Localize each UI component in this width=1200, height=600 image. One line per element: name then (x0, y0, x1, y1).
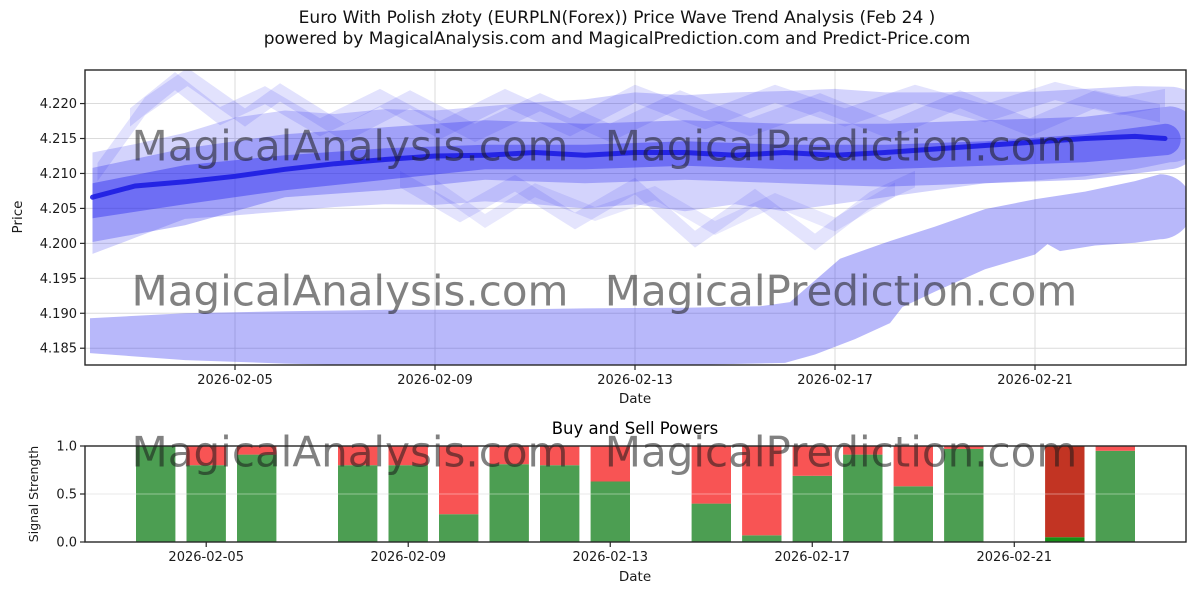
buy-bar-segment (338, 465, 378, 542)
sell-bar-segment (691, 446, 731, 504)
watermark-text: MagicalPrediction.com (605, 122, 1078, 171)
forecast-ribbon-lower (90, 174, 1186, 365)
x-tick-label: 2026-02-13 (572, 550, 648, 565)
y-tick-label: 4.215 (40, 132, 77, 147)
buy-bar-segment (1095, 450, 1135, 542)
y-tick-label: 0.0 (56, 536, 77, 551)
wave-zigzag-lower-1 (400, 170, 915, 251)
wave-zigzag-lower-2 (435, 179, 895, 235)
x-tick-label: 2026-02-05 (168, 550, 244, 565)
y-tick-label: 4.200 (40, 237, 77, 252)
y-tick-label: 4.195 (40, 272, 77, 287)
buy-bar-segment (388, 465, 428, 542)
buy-bar-segment (439, 514, 479, 542)
figure-title: Euro With Polish złoty (EURPLN(Forex)) P… (17, 8, 1200, 50)
wave-band-outer (92, 86, 1186, 254)
buy-bar-segment (792, 475, 832, 542)
sell-bar-segment (388, 446, 428, 466)
sell-bar-segment (944, 446, 984, 449)
y-tick-label: 4.190 (40, 307, 77, 322)
x-tick-label: 2026-02-21 (997, 373, 1073, 388)
buy-bar-segment (489, 464, 529, 542)
wave-layers (90, 70, 1186, 365)
y-tick-label: 4.205 (40, 202, 77, 217)
wave-band-mid (92, 106, 1186, 242)
buy-bar-segment (893, 486, 933, 542)
signal-chart-area: MagicalAnalysis.com MagicalPrediction.com… (56, 428, 1187, 565)
watermark-text: MagicalAnalysis.com (132, 428, 569, 477)
watermark-text: MagicalPrediction.com (605, 428, 1078, 477)
sell-bar-segment (338, 446, 378, 466)
sell-bar-segment (439, 446, 479, 515)
wave-zigzag-upper-2 (97, 70, 1160, 182)
x-tick-label: 2026-02-09 (370, 550, 446, 565)
figure-title-line2: powered by MagicalAnalysis.com and Magic… (263, 29, 971, 49)
x-tick-label: 2026-02-17 (797, 373, 873, 388)
buy-bar-segment (590, 481, 630, 542)
buy-bar-segment (944, 448, 984, 542)
sell-bar-segment (843, 446, 883, 455)
watermark-text: MagicalAnalysis.com (132, 267, 569, 316)
main-trend-line (90, 133, 1168, 200)
buy-bar-segment (843, 454, 883, 542)
price-x-axis-label: Date (619, 391, 651, 407)
price-y-axis-label: Price (10, 201, 26, 234)
sell-bar-segment (540, 446, 580, 466)
x-tick-label: 2026-02-17 (774, 550, 850, 565)
y-tick-label: 1.0 (56, 440, 77, 455)
y-tick-label: 4.185 (40, 342, 77, 357)
sell-bar-segment (489, 446, 529, 465)
signal-x-axis-label: Date (619, 569, 651, 585)
buy-bar-segment (186, 465, 226, 542)
price-chart-area: MagicalAnalysis.com MagicalPrediction.com… (40, 69, 1187, 388)
watermark-text: MagicalAnalysis.com (132, 122, 569, 171)
sell-bar-segment (237, 446, 277, 455)
y-tick-label: 4.210 (40, 167, 77, 182)
sell-bar-segment (590, 446, 630, 482)
x-tick-label: 2026-02-13 (597, 373, 673, 388)
x-tick-label: 2026-02-21 (977, 550, 1053, 565)
figure-title-line1: Euro With Polish złoty (EURPLN(Forex)) P… (298, 8, 936, 28)
signal-chart-title: Buy and Sell Powers (552, 419, 719, 438)
sell-bar-segment (893, 446, 933, 487)
y-tick-label: 0.5 (56, 488, 77, 503)
buy-bar-segment (1045, 537, 1085, 542)
sell-bar-segment (186, 446, 226, 466)
buy-bar-segment (237, 454, 277, 542)
buy-bar-segment (136, 446, 176, 542)
sell-bar-segment (1095, 446, 1135, 451)
watermark-text: MagicalPrediction.com (605, 267, 1078, 316)
sell-bar-segment (792, 446, 832, 476)
buy-bar-segment (540, 465, 580, 542)
sell-bar-segment (742, 446, 782, 536)
buy-bar-segment (691, 503, 731, 542)
y-tick-label: 4.220 (40, 97, 77, 112)
signal-y-axis-label: Signal Strength (26, 446, 41, 542)
wave-zigzag-upper-1 (130, 72, 1165, 140)
x-tick-label: 2026-02-05 (197, 373, 273, 388)
x-tick-label: 2026-02-09 (397, 373, 473, 388)
wave-band-core (92, 123, 1181, 219)
sell-bar-segment (1045, 446, 1085, 538)
buy-bar-segment (742, 535, 782, 542)
